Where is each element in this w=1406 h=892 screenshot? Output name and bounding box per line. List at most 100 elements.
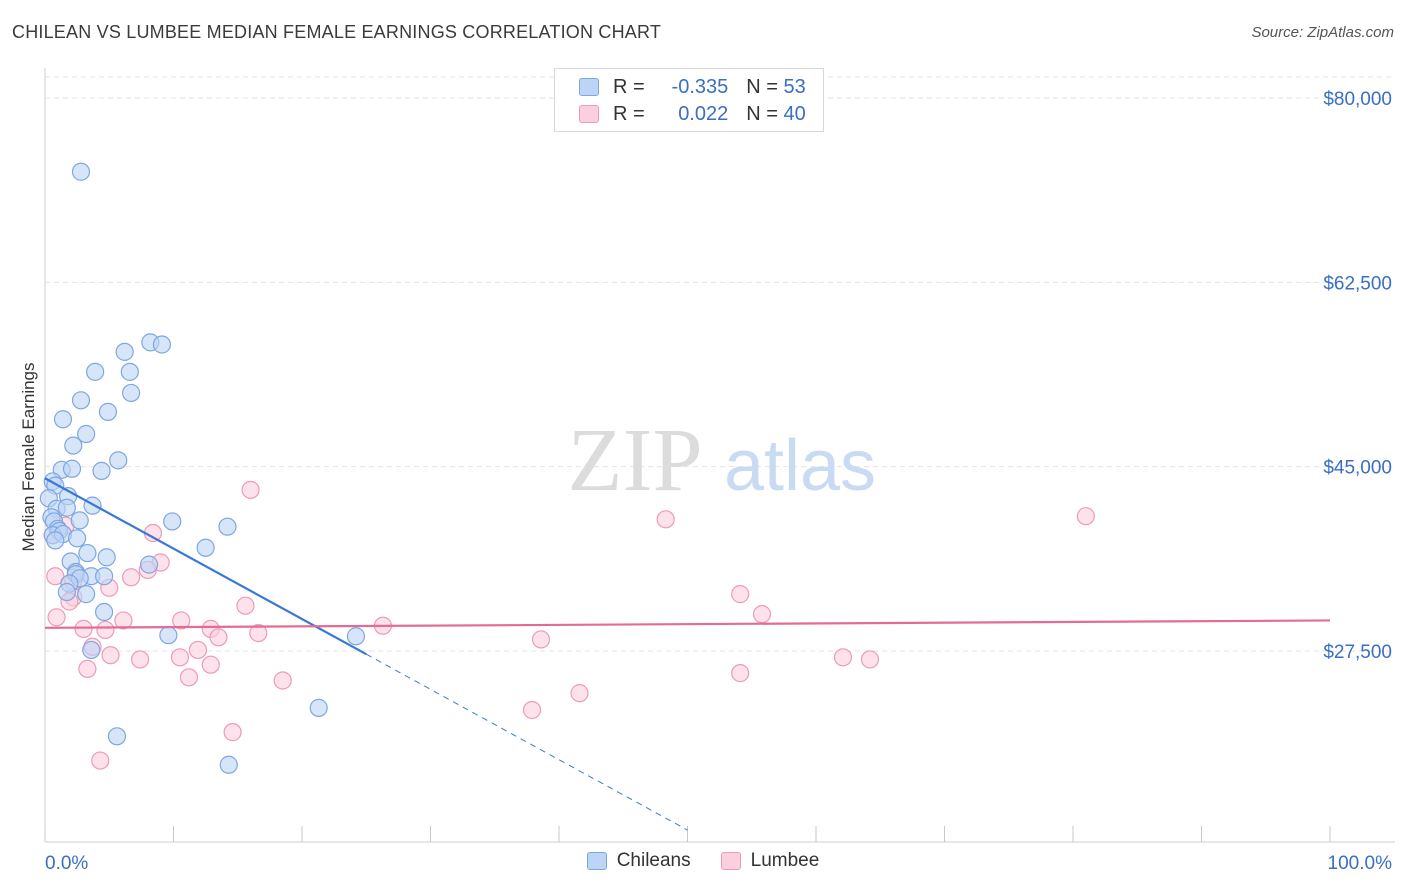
chilean-point — [163, 512, 182, 531]
lumbee-point — [47, 608, 66, 627]
y-tick-label: $45,000 — [1323, 458, 1392, 479]
r-label: R = — [613, 102, 645, 125]
chilean-point — [71, 162, 91, 181]
chilean-point — [115, 342, 134, 361]
chileans-swatch — [586, 852, 607, 870]
chileans-trendline-extension — [366, 653, 688, 831]
lumbee-swatch — [579, 105, 599, 123]
chileans-swatch — [579, 78, 599, 96]
chileans-trendline — [44, 477, 367, 656]
source-label: Source: ZipAtlas.com — [1251, 24, 1394, 41]
chilean-point — [95, 602, 114, 622]
lumbee-point — [101, 646, 120, 665]
y-tick-label: $27,500 — [1323, 642, 1392, 663]
n-value: 53 — [783, 75, 806, 98]
trendlines — [44, 477, 1331, 831]
tick-labels: $27,500 $45,000 $62,500 $80,000 0.0% 100.0% — [45, 89, 1392, 874]
legend-item-chileans: Chileans — [586, 850, 691, 872]
watermark-atlas: atlas — [724, 426, 876, 506]
chilean-point — [86, 362, 105, 381]
lumbee-point — [752, 605, 772, 624]
lumbee-point — [1076, 507, 1095, 526]
lumbee-point — [121, 568, 141, 587]
chilean-point — [97, 548, 116, 567]
chilean-point — [159, 626, 178, 645]
y-tick-label: $80,000 — [1323, 89, 1392, 110]
lumbee-point — [273, 671, 292, 690]
chilean-point — [152, 335, 172, 354]
chilean-point — [71, 391, 91, 410]
lumbee-point — [223, 723, 242, 742]
chilean-point — [57, 582, 76, 602]
watermark: ZIP atlas — [568, 411, 877, 510]
x-tick-label: 100.0% — [1328, 853, 1393, 874]
lumbee-point — [130, 650, 150, 669]
chilean-point — [139, 555, 159, 574]
lumbee-point — [656, 510, 675, 529]
lumbee-point — [201, 655, 220, 674]
y-tick-label: $62,500 — [1323, 273, 1392, 294]
lumbee-point — [188, 640, 208, 660]
y-axis-label: Median Female Earnings — [19, 363, 38, 552]
axes — [44, 68, 1395, 843]
lumbee-point — [860, 650, 880, 669]
legend-row-chileans: R = -0.335 N = 53 — [579, 73, 806, 101]
n-label: N = — [746, 75, 778, 98]
chilean-point — [46, 531, 65, 550]
chilean-point — [218, 517, 237, 536]
chilean-point — [77, 585, 96, 604]
chilean-point — [92, 461, 111, 480]
lumbee-point — [570, 684, 589, 703]
legend-item-lumbee: Lumbee — [720, 850, 820, 872]
legend-row-lumbee: R = 0.022 N = 40 — [579, 100, 806, 128]
lumbee-point — [833, 648, 853, 667]
lumbee-point — [241, 480, 260, 499]
chilean-point — [77, 424, 96, 444]
lumbee-point — [91, 751, 110, 770]
legend-label-chileans: Chileans — [616, 850, 691, 871]
lumbee-point — [74, 619, 93, 638]
chilean-point — [57, 498, 76, 517]
lumbee-point — [236, 596, 255, 615]
lumbee-point — [170, 648, 190, 667]
lumbee-point — [731, 664, 750, 683]
chilean-point — [95, 567, 114, 586]
r-value: -0.335 — [671, 75, 729, 98]
legend-label-lumbee: Lumbee — [750, 850, 820, 871]
n-value: 40 — [783, 102, 806, 125]
chilean-point — [64, 436, 83, 455]
chilean-point — [78, 543, 97, 563]
chilean-point — [83, 496, 102, 515]
stats-legend: R = -0.335 N = 53 R = 0.022 N = 40 — [554, 68, 824, 132]
lumbee-swatch — [720, 852, 741, 870]
series-legend: Chileans Lumbee — [0, 850, 1406, 872]
lumbee-point — [209, 628, 228, 647]
x-tick-label: 0.0% — [45, 853, 88, 874]
chart-title: CHILEAN VS LUMBEE MEDIAN FEMALE EARNINGS… — [12, 22, 662, 42]
chilean-point — [309, 698, 328, 717]
chilean-point — [107, 727, 127, 746]
lumbee-point — [522, 700, 542, 720]
lumbee-point — [96, 620, 115, 640]
lumbee-point — [114, 611, 133, 630]
r-value: 0.022 — [678, 102, 729, 125]
chilean-point — [219, 755, 238, 774]
chilean-point — [70, 511, 89, 530]
chilean-point — [62, 459, 82, 478]
chilean-point — [53, 410, 73, 429]
lumbee-point — [531, 630, 551, 649]
chilean-point — [121, 383, 141, 403]
lumbee-point — [78, 659, 97, 679]
chilean-point — [68, 529, 87, 548]
grid-lines — [45, 76, 1395, 652]
lumbee-point — [172, 611, 191, 630]
watermark-zip: ZIP — [568, 411, 703, 510]
chilean-point — [109, 451, 128, 470]
lumbee-trendline — [44, 619, 1331, 629]
lumbee-point — [46, 567, 65, 586]
chilean-point — [196, 538, 215, 557]
r-label: R = — [613, 75, 645, 98]
chilean-point — [120, 362, 139, 381]
chilean-point — [346, 627, 366, 646]
